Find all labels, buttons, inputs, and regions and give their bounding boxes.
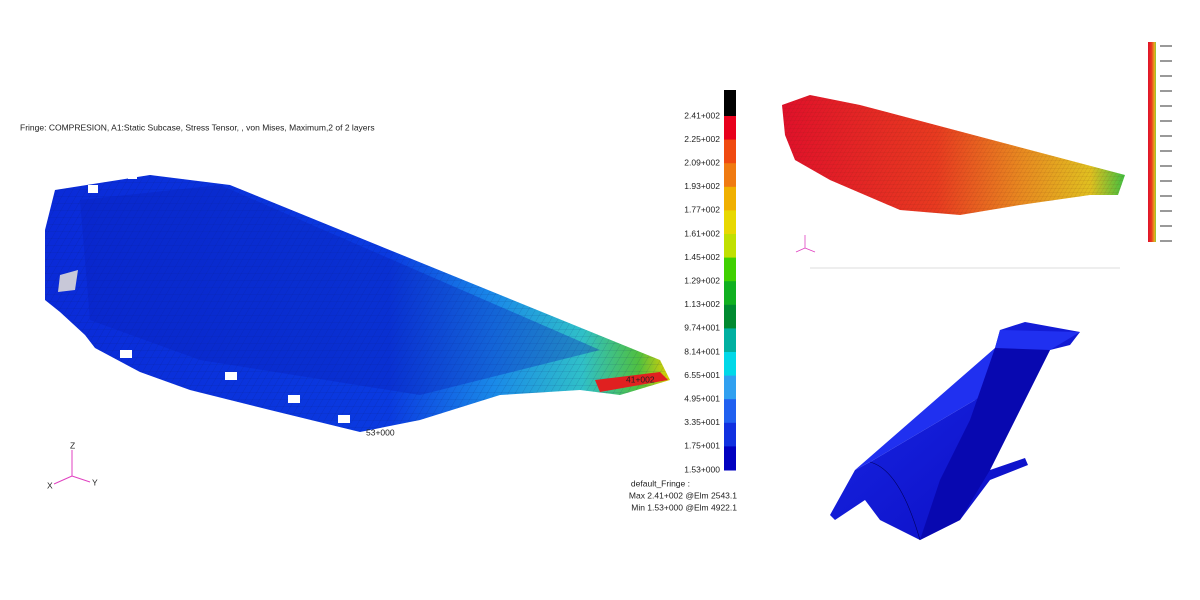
color-legend: 2.41+002 2.25+002 2.09+002 1.93+002 1.77+002… bbox=[629, 90, 737, 512]
legend-footer: Min 1.53+000 @Elm 4922.1 bbox=[631, 502, 737, 512]
legend-label: 6.55+001 bbox=[684, 370, 720, 380]
legend-label: 9.74+001 bbox=[684, 323, 720, 333]
legend-label: 1.45+002 bbox=[684, 252, 720, 262]
triad-x: X bbox=[47, 480, 53, 490]
legend-footer: Max 2.41+002 @Elm 2543.1 bbox=[629, 490, 737, 500]
legend-label: 3.35+001 bbox=[684, 417, 720, 427]
legend-swatch bbox=[724, 304, 736, 329]
legend-label: 2.09+002 bbox=[684, 157, 720, 167]
legend-label: 4.95+001 bbox=[684, 393, 720, 403]
legend-swatch bbox=[724, 352, 736, 377]
legend-swatch bbox=[724, 234, 736, 259]
solid-model bbox=[830, 322, 1080, 541]
legend-swatch bbox=[724, 375, 736, 400]
legend-swatch bbox=[724, 328, 736, 353]
legend-label: 1.93+002 bbox=[684, 181, 720, 191]
legend-footer: default_Fringe : bbox=[631, 478, 690, 488]
legend-swatch bbox=[724, 422, 736, 447]
legend-swatch bbox=[724, 186, 736, 211]
legend-label: 1.29+002 bbox=[684, 275, 720, 285]
legend-label: 2.25+002 bbox=[684, 134, 720, 144]
legend-label: 1.53+000 bbox=[684, 464, 720, 474]
legend-label: 1.77+002 bbox=[684, 205, 720, 215]
legend-swatch bbox=[724, 257, 736, 282]
triad-y: Y bbox=[92, 477, 98, 487]
legend-swatch bbox=[724, 116, 736, 141]
legend-label: 1.75+001 bbox=[684, 441, 720, 451]
legend-label: 1.61+002 bbox=[684, 228, 720, 238]
legend-label: 2.41+002 bbox=[684, 110, 720, 120]
view-title: Fringe: COMPRESION, A1:Static Subcase, S… bbox=[20, 122, 375, 132]
legend-swatch bbox=[724, 90, 736, 117]
legend-label: 1.13+002 bbox=[684, 299, 720, 309]
max-marker: 41+002 bbox=[626, 374, 655, 384]
axis-triad bbox=[53, 450, 91, 485]
main-model bbox=[45, 172, 670, 432]
triad-z: Z bbox=[70, 440, 75, 450]
min-marker: 53+000 bbox=[366, 427, 395, 437]
legend-swatch bbox=[724, 446, 736, 471]
secondary-model bbox=[782, 42, 1172, 269]
legend-swatch bbox=[724, 210, 736, 235]
legend-label: 8.14+001 bbox=[684, 346, 720, 356]
legend-swatch bbox=[724, 399, 736, 424]
legend-swatch bbox=[724, 281, 736, 306]
legend-swatch bbox=[724, 139, 736, 164]
legend-swatch bbox=[724, 163, 736, 188]
